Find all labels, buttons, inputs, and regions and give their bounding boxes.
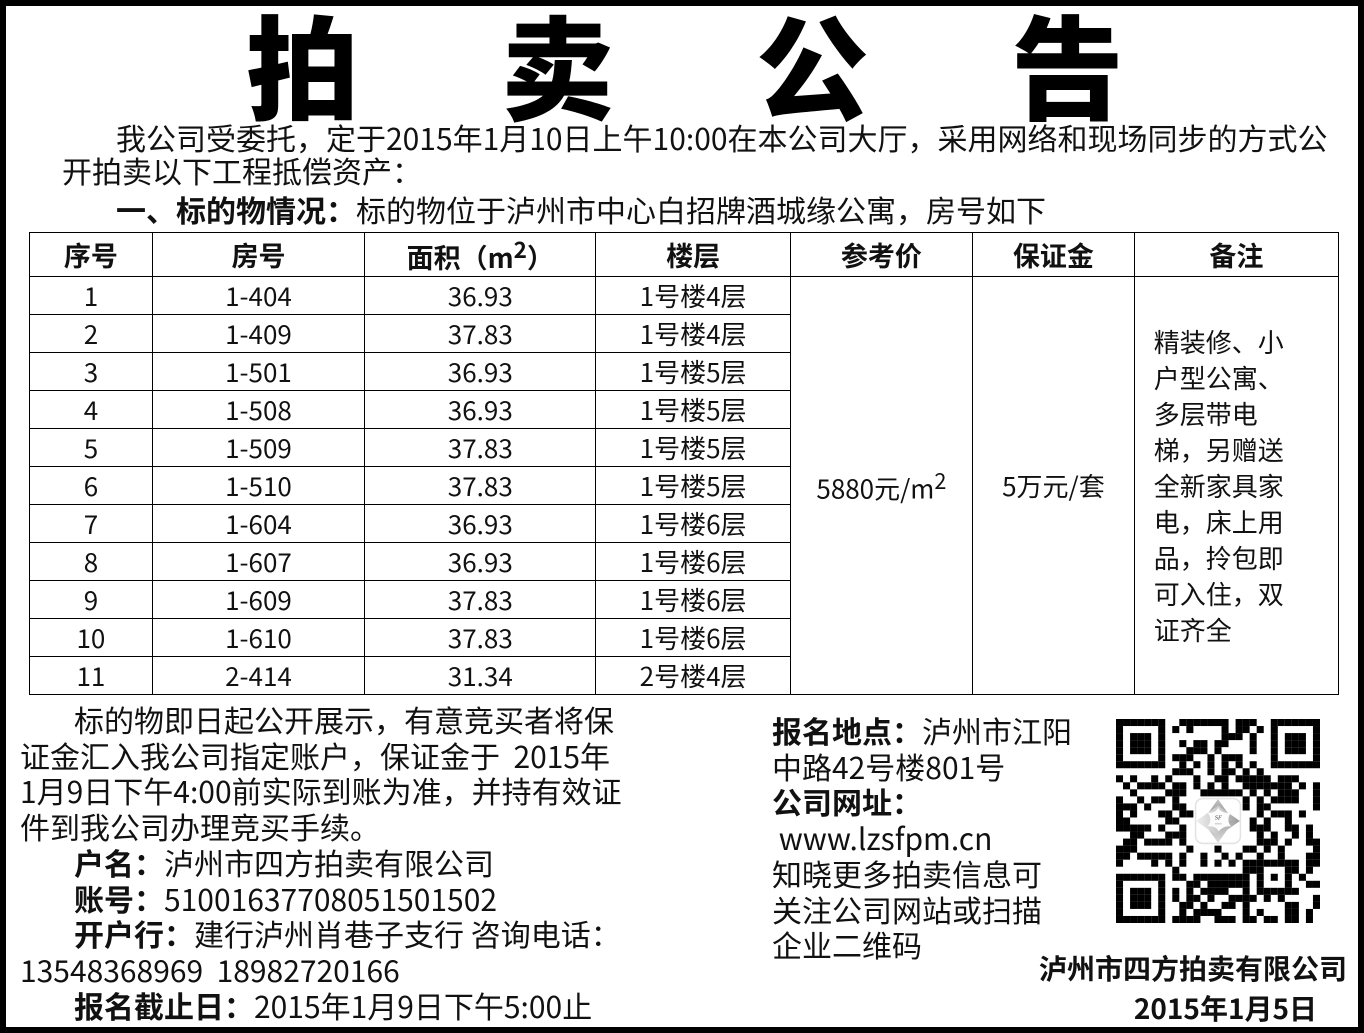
svg-text:SF: SF <box>1215 815 1222 822</box>
